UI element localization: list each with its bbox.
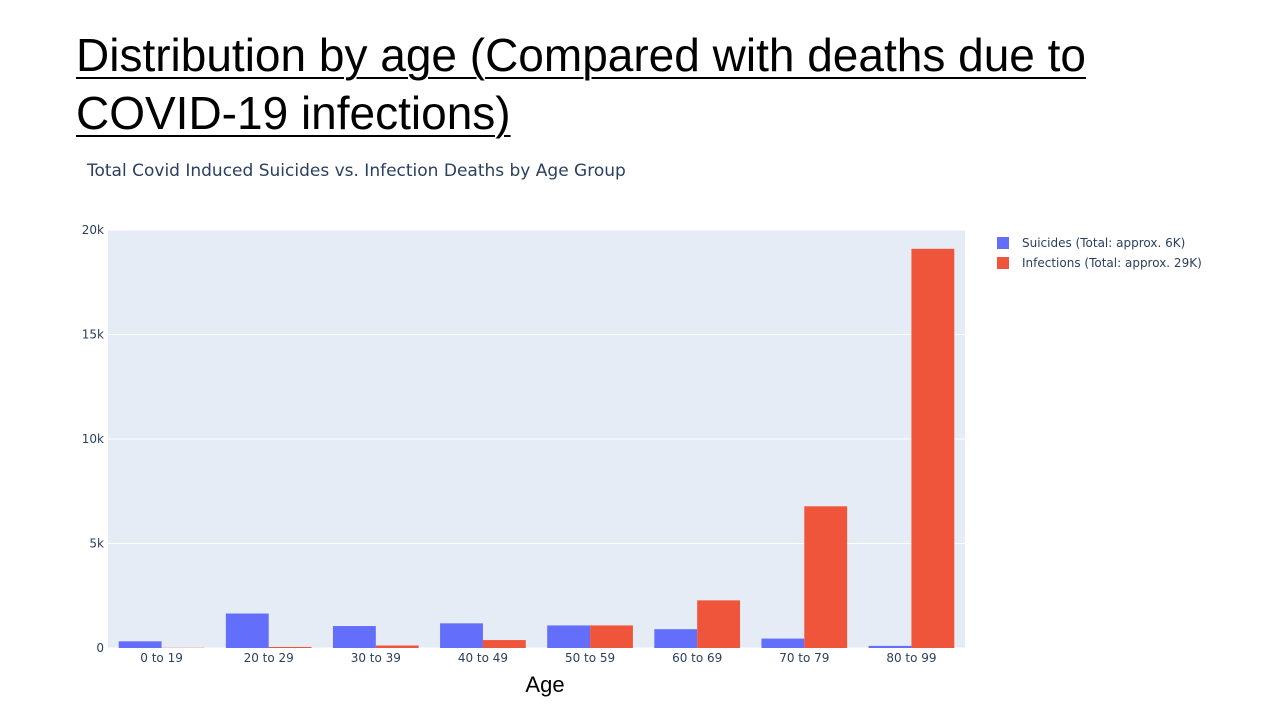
legend-swatch[interactable]: [997, 237, 1009, 249]
x-axis-title: Age: [525, 672, 565, 697]
x-tick-label: 40 to 49: [458, 651, 508, 665]
x-tick-label: 70 to 79: [779, 651, 829, 665]
bar-suicides: [118, 641, 162, 648]
bar-suicides: [332, 626, 376, 648]
legend-label[interactable]: Suicides (Total: approx. 6K): [1022, 236, 1185, 250]
bar-suicides: [761, 638, 805, 648]
y-tick-label: 5k: [89, 537, 104, 551]
bar-infections: [697, 600, 741, 648]
x-tick-label: 20 to 29: [244, 651, 294, 665]
x-tick-label: 30 to 39: [351, 651, 401, 665]
bar-infections: [911, 248, 955, 648]
x-tick-label: 80 to 99: [886, 651, 936, 665]
bar-infections: [375, 645, 419, 648]
slide-title: Distribution by age (Compared with death…: [76, 29, 1087, 139]
y-tick-label: 20k: [82, 223, 104, 237]
x-axis-ticks: 0 to 19 20 to 29 30 to 39 40 to 49 50 to 59 6…: [140, 651, 936, 665]
legend-swatch[interactable]: [997, 257, 1009, 269]
x-tick-label: 60 to 69: [672, 651, 722, 665]
x-tick-label: 0 to 19: [140, 651, 183, 665]
x-tick-label: 50 to 59: [565, 651, 615, 665]
bar-infections: [482, 640, 526, 648]
y-tick-label: 0: [96, 641, 104, 655]
bar-infections: [590, 625, 633, 648]
bar-suicides: [225, 613, 269, 648]
chart-title: Total Covid Induced Suicides vs. Infecti…: [87, 161, 626, 181]
bar-suicides: [654, 629, 698, 648]
y-tick-label: 10k: [82, 432, 104, 446]
bar-suicides: [440, 623, 483, 648]
bar-suicides: [868, 645, 912, 648]
bar-suicides: [547, 625, 591, 648]
bars: [118, 248, 955, 648]
bar-infections: [268, 646, 312, 648]
y-axis-ticks: 0 5k 10k 15k 20k: [82, 223, 104, 655]
y-tick-label: 15k: [82, 328, 104, 342]
bar-infections: [804, 506, 848, 648]
legend-label[interactable]: Infections (Total: approx. 29K): [1022, 256, 1202, 270]
legend[interactable]: Suicides (Total: approx. 6K) Infections (…: [997, 236, 1202, 270]
